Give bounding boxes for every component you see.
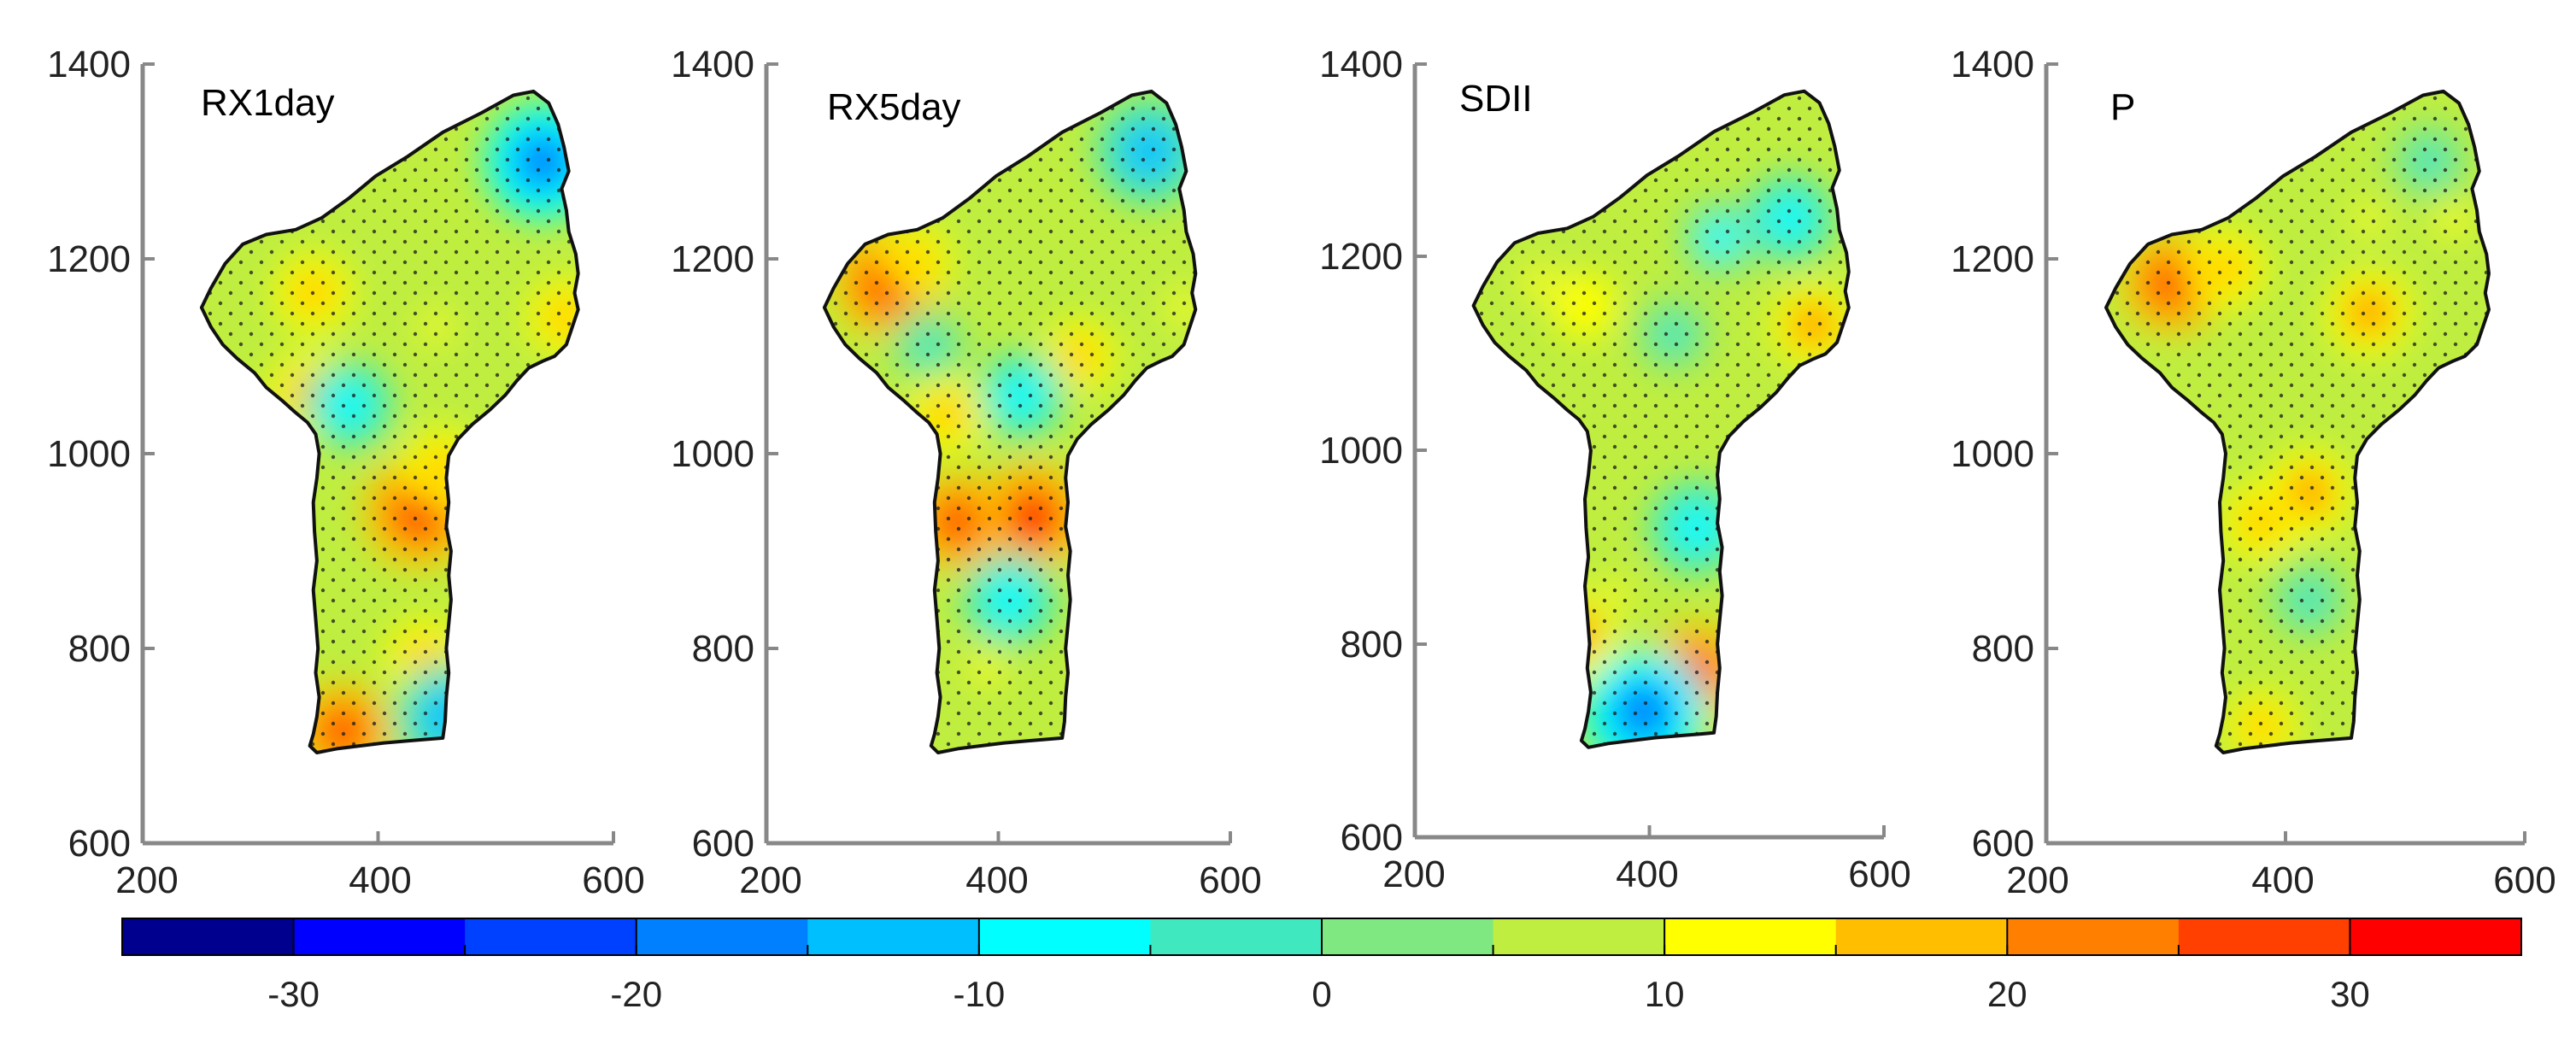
colorbar-cell: [465, 918, 637, 955]
map-field: [2106, 91, 2489, 753]
colorbar-cells: [122, 918, 2522, 955]
colorbar-cell: [2350, 918, 2522, 955]
map-panel: 600 800 1000 1200 1400 200 400 600 P: [1951, 44, 2556, 901]
x-tick-label: 600: [1848, 853, 1910, 895]
colorbar-cell: [1150, 918, 1323, 955]
station-dots: [1473, 91, 1849, 748]
y-tick-label: 1200: [1951, 238, 2034, 280]
colorbar-cell: [2178, 918, 2351, 955]
panel-title: P: [2110, 86, 2135, 128]
map-panel: 600 800 1000 1200 1400 200 400 600 RX5day: [671, 44, 1262, 901]
colorbar-tick-label: -10: [954, 974, 1006, 1014]
y-tick-label: 800: [68, 628, 131, 670]
colorbar-cell: [807, 918, 980, 955]
y-tick-label: 800: [1972, 628, 2034, 670]
y-tick-label: 1400: [47, 44, 131, 85]
colorbar-tick-label: -20: [610, 974, 662, 1014]
x-tick-label: 600: [2493, 859, 2555, 901]
country-outline: [199, 89, 580, 754]
country-outline: [2104, 89, 2491, 754]
colorbar-cell: [1493, 918, 1665, 955]
colorbar-tick-label: 30: [2330, 974, 2370, 1014]
y-tick-label: 1400: [671, 44, 754, 85]
colorbar-tick-label: -30: [267, 974, 320, 1014]
x-tick-label: 200: [739, 859, 801, 901]
colorbar-cell: [293, 918, 466, 955]
x-tick-label: 200: [115, 859, 178, 901]
y-tick-label: 800: [1341, 624, 1403, 666]
x-tick-label: 400: [2251, 859, 2314, 901]
x-tick-label: 600: [1199, 859, 1261, 901]
colorbar-cell: [122, 918, 295, 955]
country-outline: [822, 89, 1198, 754]
y-tick-label: 1200: [47, 238, 131, 280]
colorbar-ticks: -30 -20 -10 0 10 20 30: [267, 918, 2370, 1014]
map-panel: 600 800 1000 1200 1400 200 400 600 RX1day: [47, 44, 645, 901]
colorbar-cell: [1835, 918, 2008, 955]
colorbar-cell: [2007, 918, 2180, 955]
y-tick-label: 1000: [1951, 433, 2034, 475]
colorbar-tick-label: 10: [1645, 974, 1685, 1014]
map-panel: 600 800 1000 1200 1400 200 400 600 SDII: [1319, 44, 1911, 895]
colorbar-tick-label: 20: [1987, 974, 2027, 1014]
x-tick-label: 200: [1382, 853, 1445, 895]
x-tick-label: 400: [1616, 853, 1678, 895]
map-field: [201, 91, 578, 753]
station-dots: [2106, 91, 2489, 753]
y-tick-label: 600: [692, 823, 754, 865]
country-outline: [1471, 89, 1851, 749]
y-tick-label: 600: [1972, 823, 2034, 865]
colorbar-tick-label: 0: [1311, 974, 1331, 1014]
y-tick-label: 1400: [1319, 44, 1403, 85]
colorbar-cell: [636, 918, 808, 955]
colorbar-cell: [1322, 918, 1494, 955]
x-tick-label: 400: [965, 859, 1028, 901]
y-tick-label: 1000: [671, 433, 754, 475]
map-panels: 600 800 1000 1200 1400 200 400 600 RX1day 600 800 1…: [47, 44, 2556, 901]
y-tick-label: 1000: [47, 433, 131, 475]
station-dots: [824, 91, 1196, 753]
colorbar-cell: [1664, 918, 1837, 955]
map-field: [1473, 91, 1849, 748]
y-tick-label: 600: [68, 823, 131, 865]
y-tick-label: 600: [1341, 817, 1403, 859]
panel-title: RX1day: [201, 82, 335, 124]
panel-title: RX5day: [827, 86, 961, 128]
y-tick-label: 1000: [1319, 430, 1403, 472]
y-tick-label: 1200: [671, 238, 754, 280]
x-tick-label: 600: [582, 859, 644, 901]
map-field: [824, 91, 1196, 753]
x-tick-label: 200: [2006, 859, 2068, 901]
y-tick-label: 1200: [1319, 236, 1403, 278]
panel-title: SDII: [1459, 78, 1533, 120]
y-tick-label: 800: [692, 628, 754, 670]
y-tick-label: 1400: [1951, 44, 2034, 85]
x-tick-label: 400: [349, 859, 411, 901]
colorbar: -30 -20 -10 0 10 20 30: [121, 918, 2522, 1014]
station-dots: [201, 91, 578, 753]
colorbar-cell: [978, 918, 1152, 955]
